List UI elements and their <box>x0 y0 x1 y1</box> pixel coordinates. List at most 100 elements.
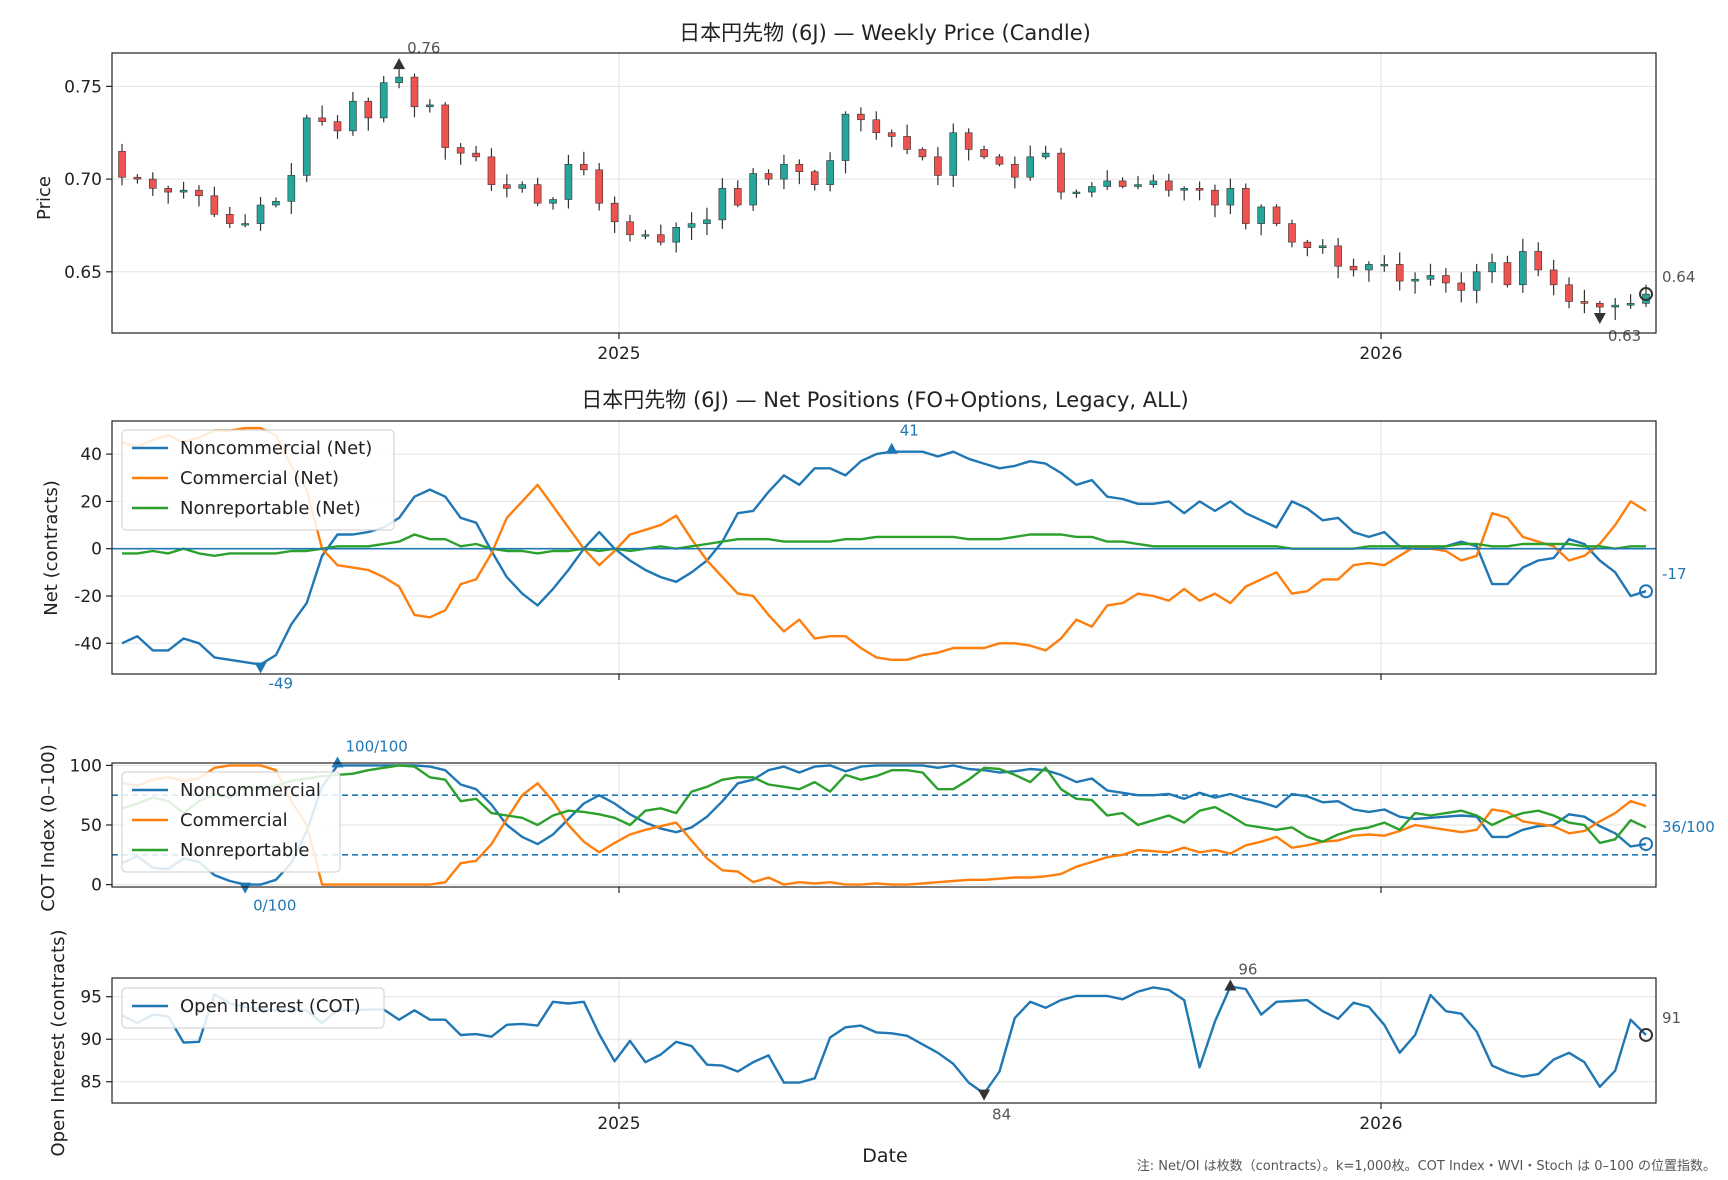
price-candle-body <box>595 169 604 204</box>
oi-xtick-label: 2026 <box>1359 1114 1402 1134</box>
price-candle-body <box>1519 251 1527 286</box>
price-candle-body <box>903 136 911 150</box>
price-grid <box>112 53 1656 333</box>
price-candle-body <box>934 156 942 176</box>
price-candle-body <box>272 201 280 206</box>
price-xtick-label: 2026 <box>1359 344 1402 364</box>
price-candle-body <box>503 184 511 189</box>
price-candle-body <box>580 163 588 171</box>
price-candle-body <box>749 173 757 206</box>
price-candle-body <box>564 163 573 200</box>
price-yticks: 0.65 0.70 0.75 <box>64 77 112 283</box>
net-ytick-label: -40 <box>74 634 102 654</box>
price-candle-body <box>1611 304 1620 308</box>
price-candle-body <box>364 100 373 119</box>
price-candle-body <box>1395 264 1404 282</box>
price-candle-body <box>810 171 819 185</box>
cot-last-label: 36/100 <box>1662 818 1715 836</box>
price-last-label: 0.64 <box>1662 268 1695 286</box>
net-ytick-label: 40 <box>80 445 102 465</box>
cot-ytick-label: 50 <box>80 816 102 836</box>
price-min-marker <box>1593 313 1606 325</box>
price-candle-body <box>1334 245 1342 267</box>
net-series-line <box>121 426 1647 661</box>
price-candle-body <box>949 132 958 176</box>
price-candle-body <box>518 184 527 189</box>
price-candle-body <box>1488 262 1496 273</box>
price-candle-body <box>1457 282 1466 291</box>
oi-axes-frame <box>111 977 1657 1104</box>
oi-last-label: 91 <box>1662 1009 1681 1027</box>
oi-annotations: 96 84 91 <box>978 961 1681 1124</box>
price-candle-body <box>1118 180 1127 187</box>
price-candle-body <box>410 76 419 108</box>
cot-series-line <box>121 764 1647 845</box>
price-candles <box>118 69 1650 320</box>
price-candle-body <box>1164 180 1173 191</box>
price-candle-body <box>1041 152 1050 158</box>
net-max-marker <box>885 442 898 454</box>
price-candle-body <box>857 113 865 121</box>
price-candle-body <box>1565 284 1573 302</box>
net-ytick-label: -20 <box>74 587 102 607</box>
cot-last-marker <box>1639 837 1653 852</box>
price-candle-body <box>872 119 881 134</box>
cot-lines <box>112 764 1656 886</box>
net-annotations: 41 -49 -17 <box>254 422 1687 693</box>
footnote: 注: Net/OI は枚数（contracts）。k=1,000枚。COT In… <box>1137 1159 1716 1174</box>
price-panel: 日本円先物 (6J) — Weekly Price (Candle) Price… <box>34 21 1695 364</box>
price-candle-body <box>487 156 496 185</box>
net-min-label: -49 <box>269 675 294 693</box>
price-candle-body <box>764 173 773 180</box>
price-candle-body <box>379 82 388 119</box>
oi-legend-box <box>121 987 385 1029</box>
price-candle-body <box>826 160 834 185</box>
oi-ytick-label: 90 <box>80 1030 102 1050</box>
net-legend-label: Nonreportable (Net) <box>180 498 361 519</box>
price-candle-body <box>441 104 450 148</box>
price-candle-body <box>549 199 557 204</box>
price-candle-body <box>1549 269 1558 286</box>
oi-xlabel: Date <box>862 1145 907 1167</box>
price-candle-body <box>241 223 249 226</box>
price-candle-body <box>641 234 650 237</box>
net-ytick-label: 0 <box>91 540 102 560</box>
price-candle-body <box>1349 265 1358 271</box>
price-candle-body <box>1103 180 1112 187</box>
price-candle-body <box>841 113 850 161</box>
price-candle-body <box>256 204 265 224</box>
price-candle-body <box>426 104 434 108</box>
price-candle-body <box>733 188 742 206</box>
oi-xtick-label: 2025 <box>597 1114 640 1134</box>
net-ylabel: Net (contracts) <box>41 480 62 616</box>
price-candle-body <box>1180 188 1188 191</box>
price-candle-body <box>133 176 142 180</box>
oi-ytick-label: 95 <box>80 988 102 1008</box>
cot-ytick-label: 100 <box>70 756 102 776</box>
price-ylabel: Price <box>34 176 55 220</box>
price-candle-body <box>1272 206 1281 224</box>
cot-legend: Noncommercial Commercial Nonreportable <box>121 771 341 873</box>
net-legend: Noncommercial (Net) Commercial (Net) Nonre… <box>121 429 395 531</box>
cot-max-label: 100/100 <box>346 737 408 755</box>
cot-min-marker <box>239 882 252 894</box>
price-candle-body <box>302 117 311 176</box>
price-candle-body <box>533 184 542 204</box>
cot-legend-label: Commercial <box>180 810 288 831</box>
price-candle-body <box>179 189 188 193</box>
price-candle-body <box>718 188 727 221</box>
price-candle-body <box>887 132 896 137</box>
price-candle-body <box>1134 184 1142 187</box>
price-max-label: 0.76 <box>407 39 440 57</box>
price-candle-body <box>349 100 357 132</box>
price-candle-body <box>672 227 680 243</box>
price-ytick-label: 0.65 <box>64 263 102 283</box>
price-max-marker <box>393 58 406 70</box>
price-candle-body <box>287 175 296 202</box>
price-candle-body <box>1534 251 1543 271</box>
cot-max-marker <box>331 756 344 768</box>
price-candle-body <box>395 76 403 83</box>
price-candle-body <box>1503 262 1512 286</box>
cot-series-line <box>121 764 1647 886</box>
